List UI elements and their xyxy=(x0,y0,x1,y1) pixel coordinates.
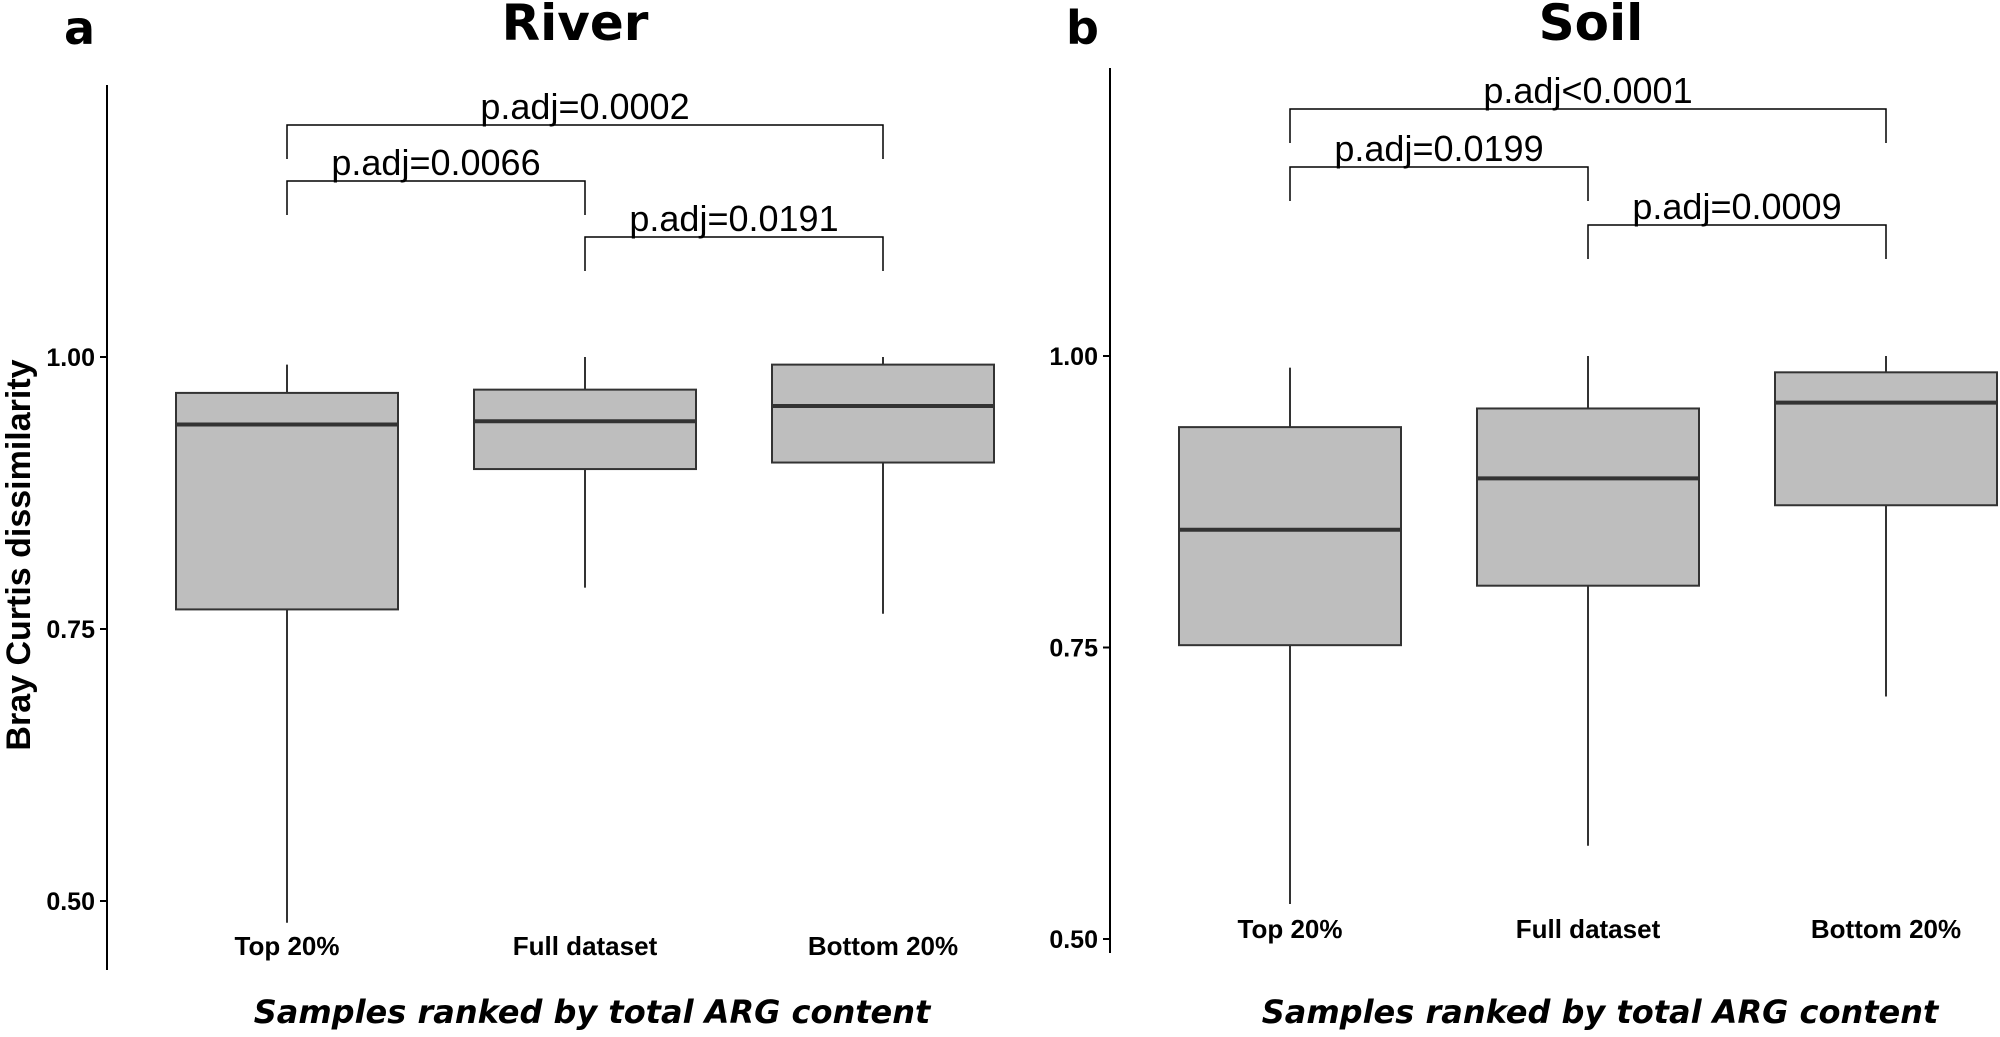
box-1 xyxy=(473,357,697,588)
comparison-bracket: p.adj=0.0002 xyxy=(286,86,884,159)
bracket-line xyxy=(286,180,586,215)
category-label: Full dataset xyxy=(1516,914,1661,944)
category-label: Top 20% xyxy=(1238,914,1343,944)
comparison-bracket: p.adj=0.0191 xyxy=(584,198,884,271)
plot-area-a: 0.50 0.75 1.00 Top 20% Full dataset Bottom 20… xyxy=(46,85,995,970)
y-axis-label-a: Bray Curtis dissimilarity xyxy=(0,359,38,750)
p-value-label: p.adj<0.0001 xyxy=(1483,70,1692,111)
box-iqr xyxy=(1178,426,1402,647)
p-value-label: p.adj=0.0002 xyxy=(480,86,689,127)
y-tick-label: 0.50 xyxy=(1049,926,1098,954)
y-tick-label: 1.00 xyxy=(1049,343,1098,371)
box-1 xyxy=(1476,356,1700,846)
comparison-bracket: p.adj<0.0001 xyxy=(1289,70,1887,143)
x-axis-label-a: Samples ranked by total ARG content xyxy=(254,993,932,1031)
plot-area-b: 0.50 0.75 1.00 Top 20% Full dataset Bottom 20… xyxy=(1049,68,1998,954)
panel-b: b Soil Samples ranked by total ARG conte… xyxy=(1049,0,1998,1031)
panel-title-b: Soil xyxy=(1539,0,1644,52)
box-iqr xyxy=(175,391,399,611)
p-value-label: p.adj=0.0191 xyxy=(629,198,838,239)
y-tick-label: 0.50 xyxy=(46,888,95,916)
p-value-label: p.adj=0.0009 xyxy=(1632,186,1841,227)
category-label: Top 20% xyxy=(235,931,340,961)
category-label: Bottom 20% xyxy=(808,931,958,961)
y-tick-label: 0.75 xyxy=(1049,635,1098,663)
category-label: Full dataset xyxy=(513,931,658,961)
bracket-line xyxy=(584,236,884,271)
bracket-line xyxy=(1289,166,1589,201)
box-iqr xyxy=(473,388,697,471)
panel-letter-b: b xyxy=(1066,1,1099,55)
box-2 xyxy=(1774,356,1998,697)
x-axis-label-b: Samples ranked by total ARG content xyxy=(1262,993,1940,1031)
category-label: Bottom 20% xyxy=(1811,914,1961,944)
box-iqr xyxy=(1476,407,1700,587)
box-2 xyxy=(771,357,995,614)
panel-letter-a: a xyxy=(64,1,95,55)
bracket-line xyxy=(1587,224,1887,259)
box-iqr xyxy=(1774,371,1998,507)
bracket-line xyxy=(286,124,884,159)
y-tick-label: 1.00 xyxy=(46,344,95,372)
panel-a: a River Bray Curtis dissimilarity Sample… xyxy=(0,0,995,1031)
comparison-bracket: p.adj=0.0199 xyxy=(1289,128,1589,201)
comparison-bracket: p.adj=0.0066 xyxy=(286,142,586,215)
y-tick-label: 0.75 xyxy=(46,616,95,644)
p-value-label: p.adj=0.0066 xyxy=(331,142,540,183)
bracket-line xyxy=(1289,108,1887,143)
panel-title-a: River xyxy=(502,0,649,52)
comparison-bracket: p.adj=0.0009 xyxy=(1587,186,1887,259)
box-0 xyxy=(1178,367,1402,905)
p-value-label: p.adj=0.0199 xyxy=(1334,128,1543,169)
box-0 xyxy=(175,364,399,923)
box-iqr xyxy=(771,363,995,464)
